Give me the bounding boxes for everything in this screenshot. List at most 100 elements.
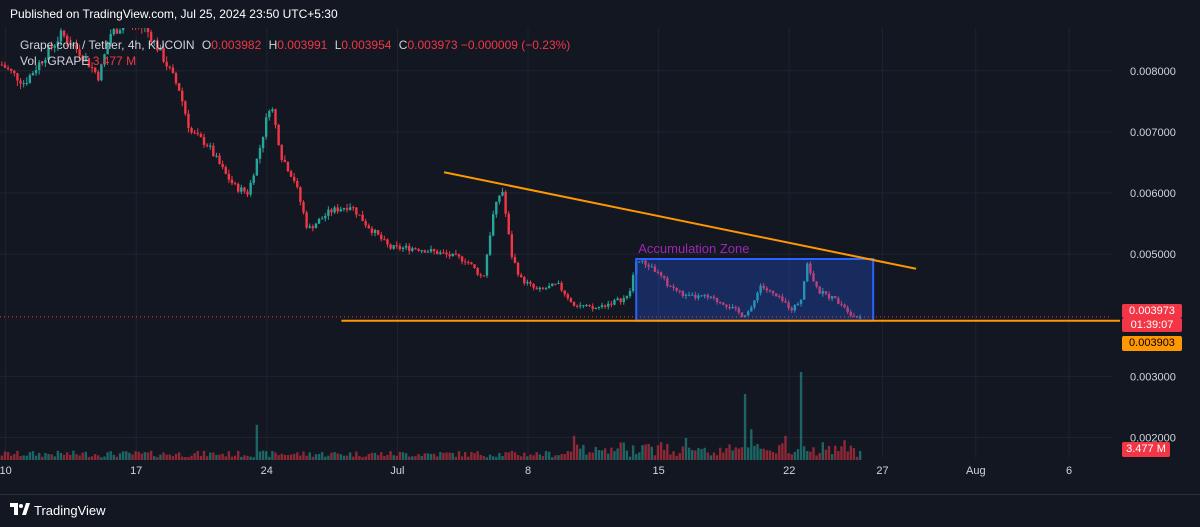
descending-trendline[interactable]: [443, 171, 917, 270]
volume-bar: [821, 442, 825, 460]
candle-body: [308, 226, 311, 228]
volume-bar: [467, 456, 470, 460]
volume-bar: [771, 451, 775, 460]
volume-bar: [348, 452, 352, 460]
volume-bar: [28, 452, 32, 460]
volume-bar: [292, 453, 296, 460]
volume-bar: [367, 453, 371, 460]
candle-body: [765, 288, 769, 291]
candle-body: [149, 32, 153, 42]
candle-body: [286, 161, 290, 172]
volume-bar: [516, 455, 520, 460]
candle-body: [560, 282, 563, 291]
candle-body: [768, 290, 772, 292]
volume-bar: [501, 456, 504, 460]
volume-bar: [395, 455, 398, 460]
volume-bar: [697, 448, 700, 460]
volume-bar: [190, 455, 193, 460]
volume-bar: [737, 448, 741, 460]
accumulation-zone-box[interactable]: [635, 258, 875, 322]
volume-bar: [115, 456, 119, 460]
volume-bar: [519, 456, 523, 460]
symbol-label: Grape coin / Tether, 4h, KUCOIN: [20, 38, 195, 52]
candle-body: [554, 283, 557, 285]
volume-bar: [855, 456, 859, 460]
candle-body: [659, 272, 663, 276]
volume-bar: [734, 447, 737, 460]
candle-body: [746, 311, 750, 316]
volume-bar: [591, 452, 594, 460]
candle-body: [215, 155, 218, 157]
volume-bar: [818, 452, 821, 460]
low-label: L: [334, 38, 342, 52]
volume-bar: [143, 452, 147, 460]
candle-body: [532, 283, 535, 288]
volume-bar: [202, 450, 206, 460]
volume-bar: [78, 455, 81, 460]
volume-bar: [687, 447, 691, 460]
volume-bar: [420, 456, 423, 460]
candle-body: [358, 214, 361, 216]
volume-bar: [778, 445, 781, 460]
candle-body: [423, 250, 426, 253]
price-chart[interactable]: Accumulation Zone 0.008000 0.007000 0.0060…: [0, 28, 1200, 494]
x-tick-label: 15: [652, 465, 664, 477]
bottom-bar: TradingView: [0, 494, 1200, 527]
candle-body: [342, 208, 346, 210]
volume-bar: [756, 444, 759, 460]
volume-value: 3.477 M: [92, 54, 137, 68]
volume-bar: [541, 456, 545, 460]
candle-body: [666, 278, 669, 286]
volume-bar: [233, 455, 237, 460]
volume-bar: [19, 456, 22, 460]
candle-body: [821, 291, 825, 294]
volume-bar: [718, 447, 722, 460]
volume-bar: [840, 446, 843, 460]
candle-body: [53, 45, 56, 48]
volume-bar: [283, 454, 287, 460]
volume-bar: [118, 453, 122, 460]
candle-body: [196, 133, 199, 135]
candle-body: [264, 117, 268, 137]
volume-bar: [153, 456, 156, 460]
volume-bar: [317, 453, 321, 460]
volume-bar: [597, 450, 601, 460]
tradingview-logo-icon[interactable]: [10, 503, 30, 517]
volume-bar: [513, 452, 517, 460]
open-value: 0.003982: [211, 38, 262, 52]
candle-body: [830, 296, 834, 299]
volume-bar: [575, 444, 579, 460]
candle-body: [299, 187, 302, 202]
candle-body: [647, 264, 650, 267]
volume-bar: [308, 452, 311, 460]
close-label: C: [398, 38, 408, 52]
candle-body: [774, 293, 778, 297]
candle-body: [523, 276, 526, 284]
candle-body: [44, 59, 47, 64]
volume-bar: [753, 445, 756, 460]
volume-bar: [703, 447, 706, 460]
tradingview-brand[interactable]: TradingView: [34, 503, 106, 518]
volume-bar: [454, 456, 458, 460]
volume-bar: [700, 449, 703, 460]
volume-bar: [240, 456, 243, 460]
candle-body: [563, 290, 566, 295]
volume-bar: [510, 450, 514, 460]
volume-bars: [0, 372, 862, 460]
volume-bar: [806, 451, 809, 460]
volume-bar: [796, 449, 800, 460]
volume-bar: [572, 435, 576, 460]
volume-bar: [199, 455, 203, 460]
candle-body: [296, 181, 299, 188]
ohlc-legend: Grape coin / Tether, 4h, KUCOIN O0.00398…: [20, 38, 570, 52]
candle-body: [790, 307, 793, 311]
volume-bar: [56, 450, 60, 460]
volume-bar: [75, 454, 78, 460]
open-label: O: [201, 38, 212, 52]
candle-body: [289, 171, 293, 177]
candle-body: [209, 145, 212, 147]
candle-body: [249, 182, 252, 195]
candle-body: [762, 285, 765, 289]
volume-bar: [255, 424, 259, 460]
volume-bar: [613, 451, 616, 460]
